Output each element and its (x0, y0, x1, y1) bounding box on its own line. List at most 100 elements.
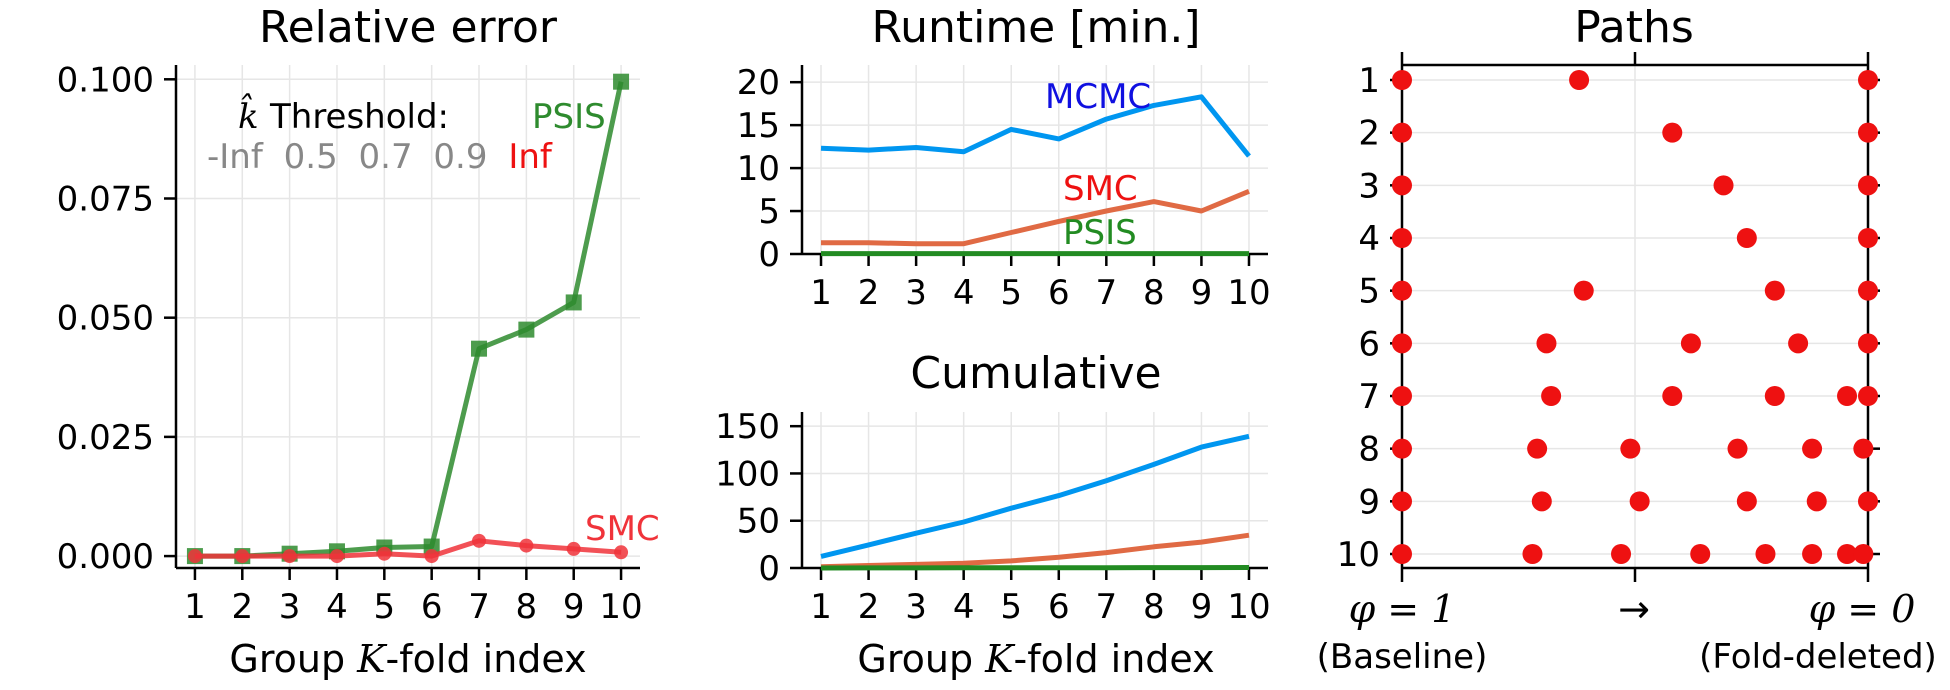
y-tick-label: 7 (1358, 377, 1380, 417)
y-tick-label: 0.050 (57, 299, 154, 339)
psis-series-line (820, 565, 1250, 571)
y-tick-label: 10 (1337, 535, 1380, 575)
psis-point (518, 321, 535, 338)
x-tick-label: 9 (1191, 273, 1213, 313)
path-point (1736, 228, 1757, 248)
y-tick-label: 3 (1358, 166, 1380, 206)
relative-error-panel: Relative error 1 2 3 4 5 6 7 8 9 10 0.000 0.025 0.05… (57, 2, 660, 681)
path-point (1392, 228, 1412, 248)
x-tick-label: 2 (858, 273, 880, 313)
path-point (1569, 70, 1590, 90)
y-tick-label: 0.000 (57, 537, 154, 577)
relative-error-series-labels: PSIS SMC (532, 97, 660, 549)
x-tick-label: 8 (516, 587, 538, 627)
path-point (1806, 491, 1827, 512)
path-point (1713, 175, 1734, 196)
smc-point (519, 538, 534, 553)
path-point (1392, 386, 1412, 406)
path-point (1629, 491, 1650, 512)
cumulative-xlabel: Group K-fold index (857, 637, 1214, 681)
smc-point (614, 545, 629, 560)
x-tick-label: 1 (810, 273, 832, 313)
path-point (1541, 386, 1562, 406)
x-tick-label: 3 (905, 587, 927, 627)
path-point (1837, 386, 1858, 406)
psis-point (613, 73, 630, 90)
x-tick-label: 9 (563, 587, 585, 627)
x-tick-label: 10 (1227, 273, 1270, 313)
path-point (1858, 386, 1878, 406)
paths-ticks: 1 2 3 4 5 6 7 8 9 10 (1337, 61, 1880, 575)
y-tick-label: 2 (1358, 114, 1380, 154)
smc-point (282, 549, 297, 564)
path-point (1858, 228, 1878, 248)
smc-series-label: SMC (585, 509, 660, 549)
paths-x-left-caption: (Baseline) (1317, 637, 1488, 677)
runtime-series (820, 94, 1251, 257)
x-tick-label: 3 (905, 273, 927, 313)
y-tick-label: 0 (758, 235, 780, 275)
path-point (1536, 333, 1557, 354)
relative-error-series (186, 73, 630, 565)
x-tick-label: 7 (1096, 587, 1118, 627)
smc-series-label: SMC (1063, 169, 1138, 209)
threshold-heading: Threshold: (269, 97, 449, 137)
x-tick-label: 6 (421, 587, 443, 627)
mcmc-series-line (820, 94, 1251, 158)
path-point (1620, 438, 1641, 459)
path-point (1690, 544, 1711, 564)
path-point (1727, 438, 1748, 459)
path-point (1858, 122, 1878, 143)
path-point (1392, 544, 1412, 564)
path-point (1680, 333, 1701, 354)
psis-series-label: PSIS (1063, 213, 1137, 253)
khat-symbol: k̂ (238, 94, 259, 137)
path-point (1392, 70, 1412, 90)
path-point (1392, 491, 1412, 512)
y-tick-label: 0.075 (57, 179, 154, 219)
path-point (1802, 438, 1823, 459)
smc-series-line (821, 188, 1250, 247)
path-point (1858, 175, 1878, 196)
smc-series-line (820, 532, 1250, 570)
path-point (1764, 280, 1785, 301)
smc-point (235, 549, 250, 564)
path-point (1858, 491, 1878, 512)
path-point (1788, 333, 1809, 354)
x-tick-label: 2 (231, 587, 253, 627)
y-tick-label: 0.025 (57, 418, 154, 458)
path-point (1736, 491, 1757, 512)
x-tick-label: 10 (599, 587, 642, 627)
path-point (1392, 122, 1412, 143)
threshold-level-inf: Inf (508, 137, 553, 177)
threshold-level-09: 0.9 (433, 137, 487, 177)
paths-panel: Paths 1 2 3 4 5 6 7 8 9 10 φ = 1 → φ = 0 (Baselin… (1317, 2, 1937, 677)
relative-error-legend: k̂ Threshold: -Inf 0.5 0.7 0.9 Inf (207, 94, 553, 177)
relative-error-xlabel: Group K-fold index (229, 637, 586, 681)
path-point (1662, 122, 1683, 143)
threshold-level-ninf: -Inf (207, 137, 264, 177)
x-tick-label: 7 (1096, 273, 1118, 313)
runtime-title: Runtime [min.] (871, 2, 1200, 53)
x-tick-label: 8 (1143, 587, 1165, 627)
y-tick-label: 50 (737, 502, 780, 542)
threshold-levels: -Inf 0.5 0.7 0.9 Inf (207, 137, 553, 177)
y-tick-label: 5 (758, 192, 780, 232)
x-tick-label: 6 (1048, 587, 1070, 627)
path-point (1527, 438, 1548, 459)
psis-point (565, 294, 582, 311)
x-tick-label: 4 (953, 587, 975, 627)
x-tick-label: 1 (184, 587, 206, 627)
smc-point (472, 533, 487, 548)
threshold-level-07: 0.7 (359, 137, 413, 177)
cumulative-title: Cumulative (910, 348, 1161, 399)
path-point (1392, 175, 1412, 196)
path-point (1392, 333, 1412, 354)
x-tick-label: 2 (858, 587, 880, 627)
path-point (1858, 333, 1878, 354)
smc-point (377, 546, 392, 561)
